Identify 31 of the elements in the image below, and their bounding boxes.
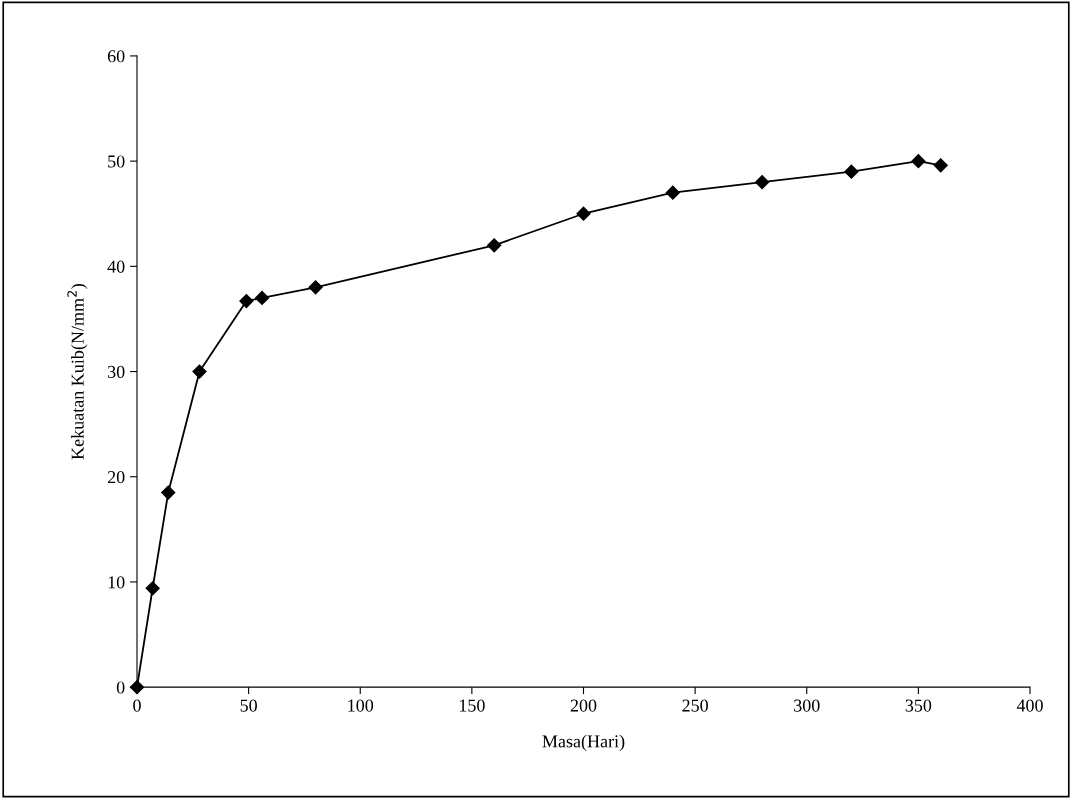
y-tick-label: 60 [107, 50, 125, 63]
point [844, 164, 859, 179]
y-tick-label: 10 [108, 576, 125, 589]
x-axis-title: Masa(Hari) [542, 734, 625, 752]
x-tick-label: 0 [133, 699, 141, 712]
point [161, 485, 176, 500]
point [308, 280, 323, 295]
x-tick-label: 250 [682, 699, 708, 712]
y-tick-label: 0 [116, 681, 125, 694]
y-axis-title: Kekuatan Kuib(N/mm$^{2}$) [67, 284, 88, 460]
y-tick-label: 30 [108, 365, 125, 378]
point [254, 290, 270, 305]
point [665, 185, 680, 200]
point [755, 175, 770, 190]
y-tick-label: 50 [108, 155, 125, 168]
x-tick-label: 200 [570, 699, 597, 712]
point [933, 158, 948, 173]
point [911, 154, 926, 169]
x-tick-label: 50 [240, 699, 257, 712]
point [487, 238, 502, 253]
y-tick-label: 20 [107, 470, 125, 484]
point [576, 206, 591, 221]
x-tick-label: 350 [905, 699, 932, 712]
x-tick-label: 100 [348, 699, 374, 712]
point [239, 293, 254, 309]
point [192, 364, 207, 379]
point [145, 581, 160, 596]
x-tick-label: 150 [459, 699, 485, 712]
x-tick-label: 400 [1016, 699, 1043, 712]
x-tick-label: 300 [794, 699, 820, 712]
y-tick-label: 40 [107, 260, 125, 273]
